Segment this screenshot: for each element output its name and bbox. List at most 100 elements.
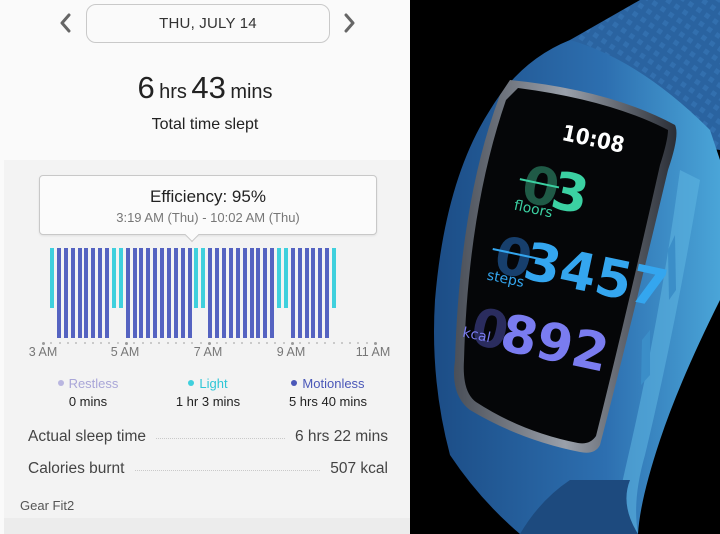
axis-tick-dot: [340, 342, 343, 344]
axis-tick-dot: [166, 342, 169, 344]
restless-dot-icon: [57, 379, 64, 386]
total-minutes-unit: mins: [230, 81, 273, 103]
efficiency-tooltip: Efficiency: 95% 3:19 AM (Thu) - 10:02 AM…: [39, 175, 377, 235]
device-name: Gear Fit2: [20, 498, 75, 513]
motionless-dot-icon: [291, 379, 298, 386]
chevron-right-icon: [344, 13, 355, 33]
sleep-bar-motionless: [139, 248, 144, 338]
axis-tick-dot: [141, 342, 144, 344]
axis-tick-dot: [66, 342, 69, 344]
sleep-bar-motionless: [146, 248, 151, 338]
axis-tick-dot: [299, 342, 302, 344]
axis-tick-dot: [100, 342, 103, 344]
previous-day-button[interactable]: [53, 10, 77, 36]
tick-11am: 11 AM: [355, 345, 391, 359]
legend-restless-label: Restless: [68, 376, 119, 391]
actual-sleep-label: Actual sleep time: [28, 428, 147, 445]
total-minutes: 43: [191, 70, 226, 105]
axis-tick-dot: [365, 342, 368, 344]
total-hours: 6: [137, 70, 155, 105]
sleep-bar-motionless: [297, 248, 302, 338]
axis-tick-dot: [58, 342, 61, 344]
calories-row: Calories burnt 507 kcal: [28, 459, 388, 479]
watch-steps-label: steps: [485, 268, 525, 291]
legend-light-value: 1 hr 3 mins: [175, 394, 241, 409]
sleep-bar-motionless: [180, 248, 185, 338]
axis-tick-dot: [83, 342, 86, 344]
axis-tick-dot: [232, 342, 235, 344]
tick-3am: 3 AM: [28, 345, 58, 359]
tick-7am: 7 AM: [193, 345, 223, 359]
axis-tick-dot: [315, 342, 318, 344]
legend-motionless-label: Motionless: [302, 376, 365, 391]
axis-tick-dot: [133, 342, 136, 344]
sleep-bar-light: [118, 248, 123, 308]
sleep-bar-motionless: [290, 248, 295, 338]
actual-sleep-value: 6 hrs 22 mins: [294, 428, 388, 445]
axis-tick-dot: [249, 342, 252, 344]
total-sleep-value: 6 hrs 43 mins: [0, 70, 410, 106]
axis-tick-dot: [324, 342, 327, 344]
sleep-bar-motionless: [270, 248, 275, 338]
tick-9am: 9 AM: [276, 345, 306, 359]
axis-tick-dot: [174, 342, 177, 344]
axis-tick-dot: [50, 342, 53, 344]
legend-restless: Restless 0 mins: [23, 376, 153, 409]
efficiency-title: Efficiency: 95%: [150, 187, 266, 206]
axis-tick-dot: [199, 342, 202, 344]
axis-tick-dot: [257, 342, 260, 344]
time-axis: [42, 341, 377, 346]
axis-tick-dot: [191, 342, 194, 344]
actual-sleep-row: Actual sleep time 6 hrs 22 mins: [28, 427, 388, 447]
sleep-bar-light: [201, 248, 206, 308]
axis-tick-dot: [108, 342, 111, 344]
sleep-bar-light: [332, 248, 337, 308]
legend-light: Light 1 hr 3 mins: [143, 376, 273, 409]
total-sleep-label: Total time slept: [151, 116, 259, 133]
sleep-bar-motionless: [228, 248, 233, 338]
axis-tick-dot: [75, 342, 78, 344]
watch-floors-label: floors: [513, 198, 554, 222]
sleep-app-screen: THU, JULY 14 6 hrs 43 mins Total time sl…: [0, 0, 410, 534]
light-dot-icon: [188, 379, 195, 386]
axis-tick-dot: [149, 342, 152, 344]
axis-tick-dot: [266, 342, 269, 344]
sleep-bar-light: [277, 248, 282, 308]
header: THU, JULY 14 6 hrs 43 mins Total time sl…: [0, 0, 410, 160]
date-selector[interactable]: THU, JULY 14: [86, 4, 330, 43]
legend-restless-value: 0 mins: [68, 394, 108, 409]
sleep-bar-motionless: [56, 248, 61, 338]
sleep-bar-motionless: [222, 248, 226, 338]
sleep-bar-motionless: [187, 248, 192, 338]
sleep-bar-motionless: [173, 248, 178, 338]
sleep-bar-motionless: [263, 248, 268, 338]
calories-label: Calories burnt: [28, 460, 125, 477]
axis-tick-dot: [183, 342, 186, 344]
axis-tick-dot: [241, 342, 244, 344]
sleep-bar-light: [50, 248, 54, 308]
axis-tick-dot: [291, 341, 294, 345]
sleep-bar-motionless: [311, 248, 316, 338]
next-day-button[interactable]: [338, 10, 362, 36]
sleep-bar-motionless: [84, 248, 89, 338]
sleep-bar-motionless: [132, 248, 137, 338]
sleep-bar-motionless: [249, 248, 254, 338]
sleep-bar-motionless: [125, 248, 130, 338]
sleep-bar-motionless: [304, 248, 309, 338]
axis-tick-dot: [357, 342, 360, 344]
dotted-leader: [156, 437, 285, 439]
axis-tick-dot: [125, 341, 128, 345]
sleep-bar-motionless: [235, 248, 240, 338]
sleep-bar-motionless: [77, 248, 82, 338]
legend-motionless-value: 5 hrs 40 mins: [288, 394, 368, 409]
sleep-stage-chart[interactable]: [0, 240, 410, 350]
sleep-bar-motionless: [325, 248, 330, 338]
sleep-bar-light: [194, 248, 199, 308]
axis-tick-dot: [307, 342, 310, 344]
axis-tick-dot: [374, 341, 377, 345]
sleep-bar-motionless: [208, 248, 213, 338]
gear-fit2-product-photo: 10:08 0 3 floors 0 3457 steps 0 892 kcal: [410, 0, 720, 534]
sleep-bar-motionless: [160, 248, 165, 338]
sleep-bar-light: [111, 248, 116, 308]
tick-5am: 5 AM: [110, 345, 140, 359]
